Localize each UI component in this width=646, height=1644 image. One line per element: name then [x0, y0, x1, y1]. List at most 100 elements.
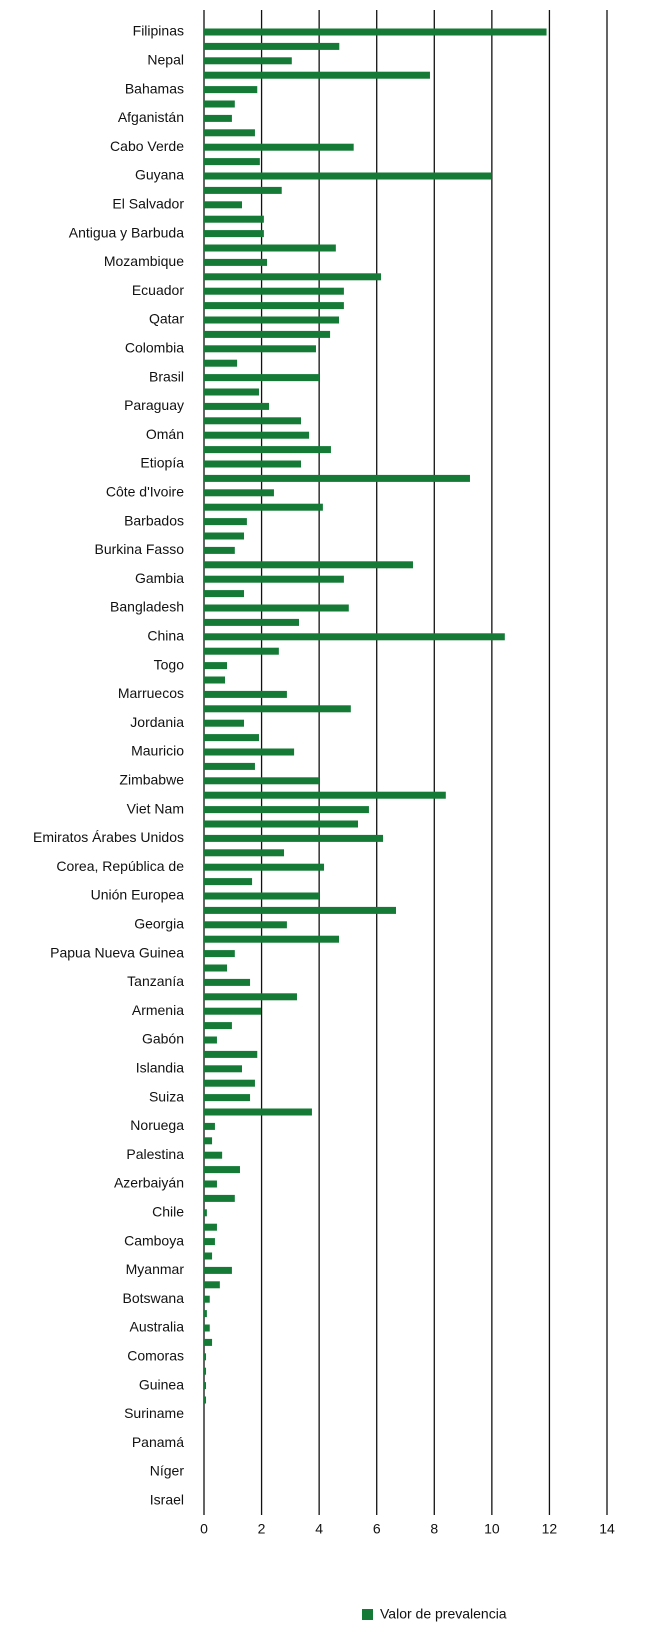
y-tick-label: Gambia	[135, 570, 184, 586]
bar	[204, 417, 302, 425]
bar	[204, 1094, 251, 1102]
y-tick-label: Jordania	[130, 714, 184, 730]
bar	[204, 215, 264, 223]
bar	[204, 273, 382, 281]
bar	[204, 705, 351, 713]
bar	[204, 964, 228, 972]
y-tick-label: Ecuador	[132, 282, 184, 298]
y-tick-label: Togo	[154, 656, 185, 672]
bar	[204, 618, 299, 626]
y-tick-label: Chile	[152, 1204, 184, 1220]
y-tick-label: Gabón	[142, 1031, 184, 1047]
bar	[204, 42, 340, 50]
bar	[204, 28, 547, 36]
y-tick-label: Afganistán	[118, 109, 184, 125]
y-tick-label: Côte d'Ivoire	[106, 484, 184, 500]
bar	[204, 1137, 213, 1145]
y-tick-label: Barbados	[124, 512, 184, 528]
bar	[204, 302, 344, 310]
bar	[204, 86, 258, 94]
legend-label: Valor de prevalencia	[380, 1606, 507, 1622]
x-tick-label: 10	[484, 1521, 500, 1537]
bar	[204, 719, 245, 727]
y-tick-label: Unión Europea	[91, 887, 185, 903]
y-tick-label: Mauricio	[131, 743, 184, 759]
bar	[204, 532, 245, 540]
bar	[204, 546, 235, 554]
bar	[204, 1338, 213, 1346]
y-tick-label: Paraguay	[124, 397, 184, 413]
y-tick-label: Guyana	[135, 167, 184, 183]
bar	[204, 1223, 217, 1231]
y-tick-label: Zimbabwe	[119, 772, 184, 788]
y-tick-label: Panamá	[132, 1434, 184, 1450]
bar	[204, 244, 336, 252]
bar	[204, 489, 274, 497]
x-tick-label: 0	[200, 1521, 208, 1537]
bar	[204, 892, 320, 900]
bar	[204, 287, 344, 295]
bar	[204, 863, 325, 871]
bar	[204, 388, 259, 396]
bar	[204, 518, 247, 526]
bar	[204, 431, 310, 439]
bar	[204, 100, 235, 108]
bar	[204, 330, 331, 338]
bar	[204, 734, 259, 742]
bar	[204, 1007, 261, 1015]
bar	[204, 1295, 210, 1303]
bar	[204, 647, 279, 655]
y-tick-label: Filipinas	[133, 23, 184, 39]
bar	[204, 604, 349, 612]
bar	[204, 374, 320, 382]
bar	[204, 762, 255, 770]
y-tick-label: Tanzanía	[127, 973, 184, 989]
y-tick-label: Papua Nueva Guinea	[50, 944, 184, 960]
y-tick-label: Georgia	[134, 916, 184, 932]
bar	[204, 1382, 207, 1390]
bar	[204, 402, 270, 410]
bar	[204, 345, 316, 353]
bar	[204, 1036, 217, 1044]
bar	[204, 503, 323, 511]
bar	[204, 158, 260, 166]
y-tick-label: Níger	[150, 1463, 185, 1479]
bar	[204, 676, 226, 684]
bar	[204, 460, 302, 468]
y-tick-label: Emiratos Árabes Unidos	[33, 829, 184, 845]
bar	[204, 71, 430, 79]
bar	[204, 1108, 312, 1116]
bar	[204, 1122, 215, 1130]
x-tick-label: 8	[430, 1521, 438, 1537]
y-tick-label: China	[147, 628, 184, 644]
bar	[204, 172, 492, 180]
y-tick-label: Brasil	[149, 368, 184, 384]
y-tick-label: Suiza	[149, 1088, 184, 1104]
bar	[204, 474, 470, 482]
bar	[204, 316, 340, 324]
y-tick-label: Qatar	[149, 311, 184, 327]
bar	[204, 633, 505, 641]
bar	[204, 1281, 220, 1289]
bar	[204, 878, 253, 886]
bar	[204, 935, 340, 943]
bar	[204, 1252, 213, 1260]
bar	[204, 561, 413, 569]
bar	[204, 1180, 217, 1188]
y-tick-label: Burkina Fasso	[95, 541, 185, 557]
x-tick-label: 6	[373, 1521, 381, 1537]
bar	[204, 791, 446, 799]
bar	[204, 820, 359, 828]
y-tick-label: Nepal	[147, 52, 184, 68]
bar	[204, 906, 397, 914]
bar	[204, 921, 287, 929]
y-tick-label: Noruega	[130, 1117, 184, 1133]
bar	[204, 129, 255, 137]
bar	[204, 57, 292, 65]
bar	[204, 1367, 207, 1375]
y-tick-label: Myanmar	[126, 1261, 185, 1277]
y-tick-label: Botswana	[123, 1290, 185, 1306]
y-tick-label: Corea, República de	[56, 858, 184, 874]
y-tick-label: Omán	[146, 426, 184, 442]
